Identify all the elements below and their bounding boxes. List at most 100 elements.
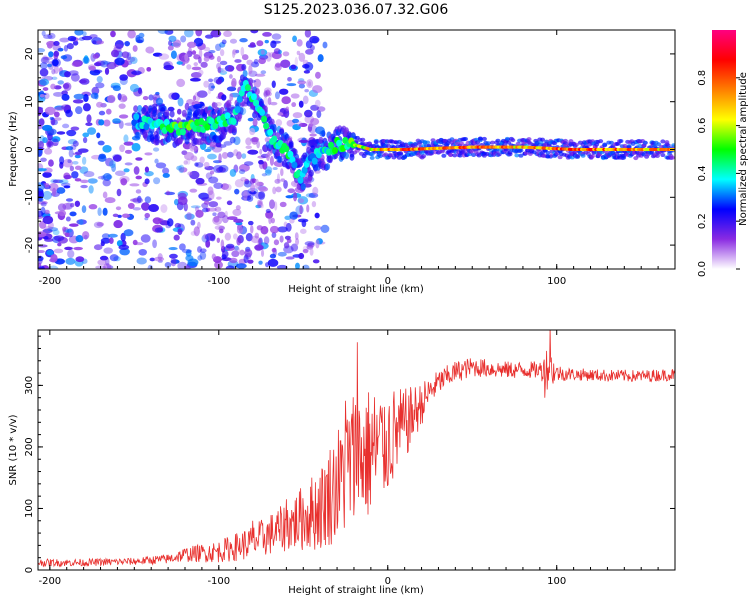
spectrogram-cell bbox=[42, 55, 49, 63]
spectrogram-cell bbox=[272, 186, 277, 195]
spectrogram-cell bbox=[170, 50, 177, 60]
spectrogram-cell bbox=[51, 76, 58, 81]
spectrogram-cell bbox=[224, 183, 232, 191]
spectrogram-cell bbox=[66, 129, 77, 137]
spectrogram-cell bbox=[660, 139, 666, 144]
spectrogram-cell bbox=[211, 253, 217, 260]
spectrogram-cell bbox=[495, 138, 501, 143]
spectrogram-cell bbox=[170, 257, 177, 267]
spectrogram-cell bbox=[277, 112, 284, 116]
spectrogram-cell bbox=[56, 131, 66, 135]
spectrogram-cell bbox=[135, 36, 145, 44]
spectrogram-cell bbox=[216, 237, 221, 243]
spectrogram-cell bbox=[137, 104, 143, 112]
spectrogram-cell bbox=[316, 106, 326, 112]
spectrogram-cell bbox=[305, 193, 316, 198]
spectrogram-cell bbox=[642, 140, 648, 145]
spectrogram-cell bbox=[274, 178, 281, 184]
spectrogram-cell bbox=[274, 201, 278, 211]
spectrogram-cell bbox=[87, 178, 98, 184]
spectrogram-cell bbox=[177, 228, 183, 235]
spectrogram-cell bbox=[279, 201, 287, 208]
spectrogram-cell bbox=[260, 49, 265, 55]
spectrogram-cell bbox=[164, 30, 174, 35]
spectrogram-cell bbox=[64, 232, 70, 238]
spectrogram-cell bbox=[190, 155, 198, 162]
spectrogram-cell bbox=[298, 100, 304, 108]
spectrogram-cell bbox=[510, 138, 516, 143]
spectrogram-cell bbox=[112, 213, 119, 218]
spectrogram-cell bbox=[191, 66, 202, 71]
spectrogram-cell bbox=[234, 188, 240, 195]
spectrogram-cell bbox=[177, 196, 188, 206]
spectrogram-cell bbox=[97, 140, 105, 146]
spectrogram-cell bbox=[216, 55, 221, 63]
spectrogram-cell bbox=[259, 108, 266, 116]
spectrogram-cell bbox=[48, 182, 59, 192]
spectrogram-cell bbox=[46, 140, 52, 149]
spectrogram-cell bbox=[52, 59, 59, 67]
spectrogram-cell bbox=[311, 37, 319, 44]
spectrogram-cell bbox=[39, 94, 45, 98]
spectrogram-cell bbox=[234, 179, 245, 188]
spectrogram-cell bbox=[312, 85, 323, 94]
spectrogram-cell bbox=[290, 93, 300, 99]
spectrogram-cell bbox=[252, 99, 259, 107]
spectrogram-cell bbox=[201, 197, 212, 202]
spectrogram-cell bbox=[218, 164, 229, 173]
spectrogram-cell bbox=[114, 170, 126, 177]
spectrogram-cell bbox=[241, 153, 247, 159]
spectrogram-cell bbox=[43, 236, 49, 240]
spectrogram-cell bbox=[89, 34, 98, 39]
spectrogram-cell bbox=[123, 229, 134, 237]
spectrogram-cell bbox=[248, 77, 254, 85]
spectrogram-cell bbox=[258, 57, 267, 65]
spectrogram-cell bbox=[193, 103, 204, 109]
spectrogram-cell bbox=[190, 144, 198, 150]
spectrogram-cell bbox=[132, 45, 138, 52]
spectrogram-cell bbox=[44, 148, 53, 155]
spectrogram-cell bbox=[52, 138, 59, 147]
x-tick-label: 0 bbox=[385, 276, 391, 287]
x-tick-label: 0 bbox=[385, 576, 391, 587]
spectrogram-cell bbox=[135, 157, 143, 161]
spectrogram-cell bbox=[47, 141, 54, 148]
spectrogram-cell bbox=[280, 168, 284, 177]
spectrogram-cell bbox=[97, 207, 102, 217]
spectrogram-cell bbox=[621, 155, 627, 160]
spectrogram-cell bbox=[62, 123, 70, 129]
spectrogram-cell bbox=[244, 248, 253, 258]
spectrogram-cell bbox=[243, 161, 254, 166]
spectrogram-cell bbox=[106, 61, 117, 70]
spectrogram-cell bbox=[292, 112, 303, 119]
spectrogram-cell bbox=[40, 157, 47, 162]
spectrogram-cell bbox=[131, 70, 142, 75]
spectrogram-cell bbox=[93, 69, 103, 74]
spectrogram-cell bbox=[237, 112, 243, 120]
spectrogram-cell bbox=[88, 185, 94, 194]
spectrogram-cell bbox=[225, 265, 235, 269]
spectrogram-cell bbox=[47, 227, 59, 232]
spectrogram-cell bbox=[249, 127, 256, 136]
spectrogram-cell bbox=[74, 178, 82, 182]
spectrogram-cell bbox=[65, 109, 73, 118]
spectrogram-cell bbox=[448, 152, 454, 157]
spectrogram-cell bbox=[208, 82, 215, 92]
spectrogram-cell bbox=[164, 109, 170, 117]
spectrogram-cell bbox=[104, 67, 110, 75]
spectrogram-cell bbox=[261, 173, 268, 177]
spectrogram-cell bbox=[201, 234, 209, 243]
spectrogram-cell bbox=[118, 120, 124, 129]
spectrogram-cell bbox=[198, 56, 202, 64]
spectrogram-cell bbox=[308, 169, 314, 177]
spectrogram-cell bbox=[198, 69, 204, 76]
spectrogram-cell bbox=[50, 253, 58, 263]
spectrogram-cell bbox=[178, 167, 188, 173]
y-tick-label: 0 bbox=[24, 146, 35, 152]
spectrogram-cell bbox=[93, 221, 104, 229]
spectrogram-cell bbox=[303, 70, 311, 74]
spectrogram-cell bbox=[114, 57, 125, 66]
spectrogram-cell bbox=[75, 235, 84, 243]
spectrogram-cell bbox=[215, 78, 222, 85]
